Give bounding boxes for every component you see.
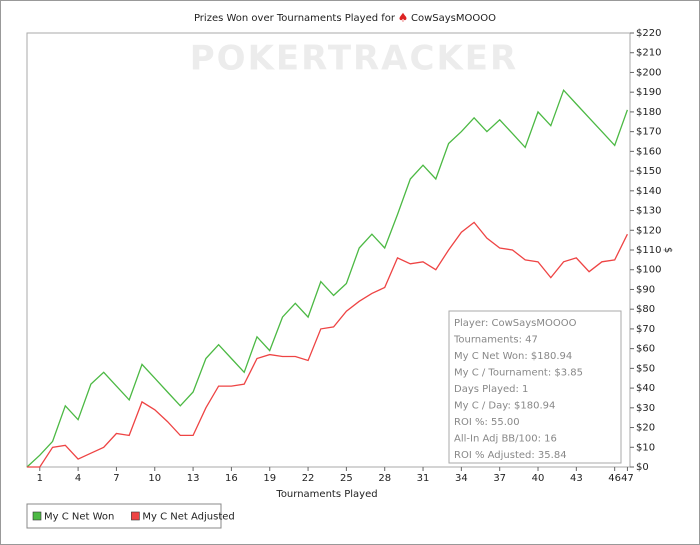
info-line: ROI %: 55.00 (454, 417, 520, 428)
x-tick-label: 7 (113, 473, 119, 484)
x-tick-label: 25 (340, 473, 353, 484)
y-tick-label: $140 (636, 186, 661, 197)
chart-title: Prizes Won over Tournaments Played for (194, 13, 396, 24)
info-line: Tournaments: 47 (453, 335, 538, 346)
x-tick-label: 28 (378, 473, 391, 484)
legend-swatch (32, 511, 42, 521)
info-line: ROI % Adjusted: 35.84 (454, 450, 567, 461)
player-name: CowSaysMOOOO (411, 13, 496, 24)
y-tick-label: $200 (636, 67, 661, 78)
x-tick-label: 4 (75, 473, 81, 484)
y-tick-label: $150 (636, 166, 661, 177)
y-tick-label: $10 (636, 442, 655, 453)
x-tick-label: 40 (532, 473, 545, 484)
x-tick-label: 37 (493, 473, 506, 484)
info-line: My C / Day: $180.94 (454, 401, 555, 412)
x-tick-label: 13 (187, 473, 200, 484)
y-tick-label: $190 (636, 87, 661, 98)
y-tick-label: $20 (636, 423, 655, 434)
info-box (448, 310, 622, 464)
info-line: My C / Tournament: $3.85 (454, 368, 583, 379)
y-tick-label: $90 (636, 284, 655, 295)
y-tick-label: $210 (636, 48, 661, 59)
y-tick-label: $80 (636, 304, 655, 315)
x-tick-label: 19 (263, 473, 276, 484)
info-line: My C Net Won: $180.94 (454, 351, 572, 362)
y-tick-label: $110 (636, 245, 661, 256)
x-tick-label: 46 (608, 473, 621, 484)
y-tick-label: $100 (636, 265, 661, 276)
watermark: POKERTRACKER (190, 39, 518, 79)
y-tick-label: $30 (636, 403, 655, 414)
x-tick-label: 31 (417, 473, 430, 484)
spade-icon: ♠ (398, 11, 409, 25)
y-axis-label: $ (662, 247, 673, 253)
series-line (26, 88, 629, 468)
legend-swatch (131, 511, 140, 521)
y-tick-label: $180 (636, 107, 661, 118)
y-tick-label: $220 (636, 28, 661, 39)
y-tick-label: $50 (636, 363, 655, 374)
info-line: Player: CowSaysMOOOO (454, 318, 577, 329)
x-tick-label: 47 (621, 473, 634, 484)
y-tick-label: $0 (636, 462, 649, 473)
y-tick-label: $40 (636, 383, 655, 394)
x-tick-label: 34 (455, 473, 468, 484)
y-tick-label: $130 (636, 206, 661, 217)
y-tick-label: $160 (636, 146, 661, 157)
x-tick-label: 16 (225, 473, 238, 484)
legend-label: My C Net Won (44, 512, 114, 523)
x-tick-label: 10 (148, 473, 161, 484)
x-tick-label: 43 (570, 473, 583, 484)
y-tick-label: $60 (636, 344, 655, 355)
series-line (27, 221, 628, 468)
legend (26, 503, 222, 529)
y-tick-label: $170 (636, 127, 661, 138)
y-tick-label: $120 (636, 225, 661, 236)
x-tick-label: 1 (37, 473, 43, 484)
legend-label: My C Net Adjusted (142, 512, 234, 523)
info-line: All-In Adj BB/100: 16 (454, 434, 557, 445)
x-tick-label: 22 (302, 473, 315, 484)
y-tick-label: $70 (636, 324, 655, 335)
info-line: Days Played: 1 (454, 384, 528, 395)
x-axis-label: Tournaments Played (275, 489, 377, 500)
